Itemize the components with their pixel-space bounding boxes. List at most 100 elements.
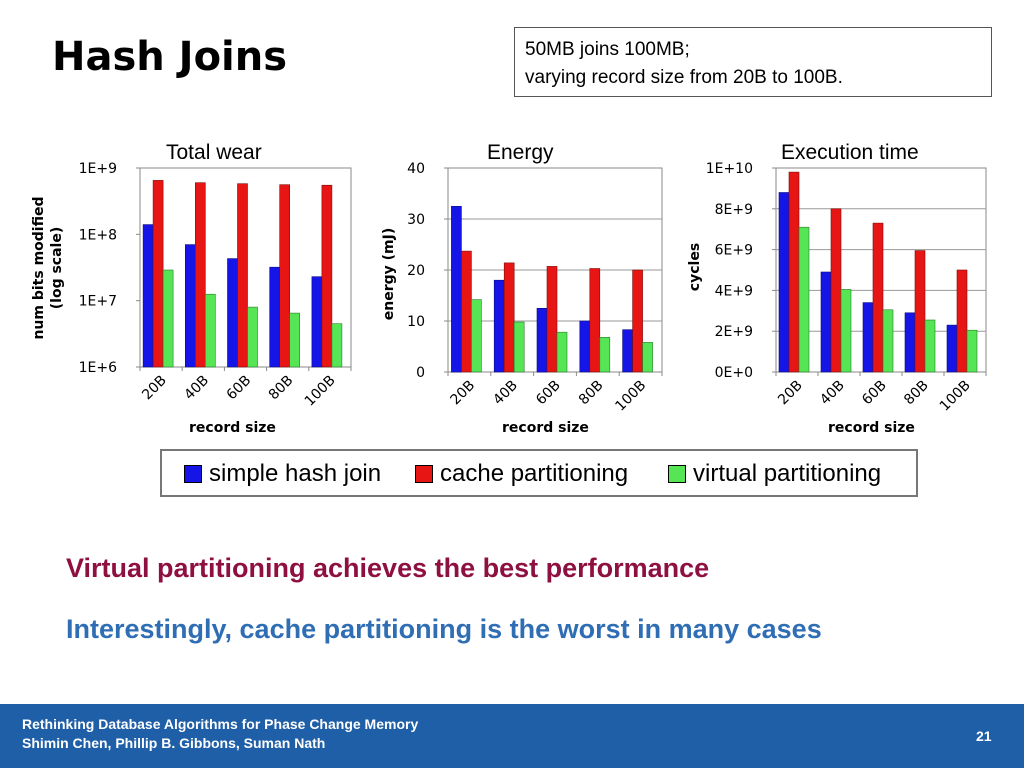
bar-energy-simple-hash-join-60B xyxy=(536,307,548,373)
bar-execution-time-cache-partitioning-100B xyxy=(956,269,968,373)
x-tick-label: 40B xyxy=(490,378,521,409)
y-tick-label: 1E+9 xyxy=(79,161,117,177)
bar-total-wear-simple-hash-join-20B xyxy=(142,224,154,368)
y-tick-label: 30 xyxy=(407,212,425,228)
x-tick-label: 80B xyxy=(266,373,297,404)
bar-total-wear-simple-hash-join-40B xyxy=(185,244,196,368)
page-number: 21 xyxy=(976,728,992,744)
x-tick-label: 100B xyxy=(302,373,339,410)
footer-bar: Rethinking Database Algorithms for Phase… xyxy=(0,704,1024,768)
bar-energy-virtual-partitioning-20B xyxy=(471,299,482,373)
x-tick-label: 40B xyxy=(817,378,848,409)
key-finding-message: Virtual partitioning achieves the best p… xyxy=(66,553,710,583)
x-tick-label: 100B xyxy=(937,378,974,415)
x-axis-label-total-wear: record size xyxy=(189,420,276,436)
legend-label-virtual-partitioning: virtual partitioning xyxy=(693,460,882,487)
bar-energy-simple-hash-join-80B xyxy=(579,320,591,373)
bar-execution-time-simple-hash-join-80B xyxy=(904,312,916,373)
bar-energy-cache-partitioning-20B xyxy=(461,250,472,373)
bar-execution-time-simple-hash-join-20B xyxy=(778,192,790,373)
y-tick-label: 10 xyxy=(407,314,425,330)
bar-energy-simple-hash-join-20B xyxy=(451,206,462,373)
x-tick-label: 80B xyxy=(901,378,932,409)
footer-authors: Shimin Chen, Phillip B. Gibbons, Suman N… xyxy=(22,735,326,751)
bar-execution-time-cache-partitioning-20B xyxy=(788,171,800,373)
x-tick-label: 20B xyxy=(139,373,170,404)
y-tick-label: 20 xyxy=(407,263,425,279)
bar-execution-time-virtual-partitioning-40B xyxy=(840,289,852,373)
x-tick-label: 60B xyxy=(224,373,255,404)
experiment-note: 50MB joins 100MB; varying record size fr… xyxy=(514,27,992,97)
bar-execution-time-virtual-partitioning-80B xyxy=(924,319,936,373)
y-tick-label: 8E+9 xyxy=(715,202,753,218)
bar-total-wear-cache-partitioning-80B xyxy=(279,184,291,368)
legend-label-cache-partitioning: cache partitioning xyxy=(440,460,629,487)
legend-swatch-cache-partitioning xyxy=(415,465,433,483)
x-tick-label: 40B xyxy=(181,373,212,404)
y-tick-label: 2E+9 xyxy=(715,324,753,340)
legend-label-simple-hash-join: simple hash join xyxy=(209,460,382,487)
x-tick-label: 20B xyxy=(448,378,479,409)
bar-total-wear-cache-partitioning-60B xyxy=(237,183,248,368)
secondary-finding-message: Interestingly, cache partitioning is the… xyxy=(66,614,822,644)
note-line-1: 50MB joins 100MB; xyxy=(525,39,690,60)
legend-item-cache-partitioning: cache partitioning xyxy=(415,459,628,489)
x-axis-label-execution-time: record size xyxy=(828,420,915,436)
x-tick-label: 60B xyxy=(859,378,890,409)
chart-title-total-wear: Total wear xyxy=(166,141,262,164)
x-tick-label: 60B xyxy=(533,378,564,409)
bar-total-wear-simple-hash-join-100B xyxy=(311,276,323,368)
bar-execution-time-cache-partitioning-40B xyxy=(830,208,842,373)
y-tick-label: 40 xyxy=(407,161,425,177)
bar-total-wear-virtual-partitioning-40B xyxy=(205,293,216,368)
bar-energy-cache-partitioning-60B xyxy=(546,266,558,373)
bar-total-wear-simple-hash-join-80B xyxy=(269,266,281,368)
x-tick-label: 100B xyxy=(612,378,649,415)
bar-energy-cache-partitioning-80B xyxy=(589,268,601,373)
bar-execution-time-simple-hash-join-60B xyxy=(862,302,874,373)
bar-total-wear-virtual-partitioning-60B xyxy=(247,306,258,368)
chart-execution-time: 0E+0 2E+9 4E+9 6E+9 8E+9 1E+10 20B 40B 60B 80B 100… xyxy=(706,161,987,415)
bar-total-wear-virtual-partitioning-100B xyxy=(331,323,343,368)
legend-item-virtual-partitioning: virtual partitioning xyxy=(668,459,881,489)
chart-title-energy: Energy xyxy=(487,141,554,164)
bar-energy-simple-hash-join-40B xyxy=(493,279,505,373)
bar-energy-cache-partitioning-100B xyxy=(632,269,643,373)
y-tick-label: 4E+9 xyxy=(715,283,753,299)
bar-execution-time-cache-partitioning-80B xyxy=(914,250,926,373)
x-tick-label: 80B xyxy=(576,378,607,409)
y-tick-label: 0 xyxy=(416,365,425,381)
bar-total-wear-cache-partitioning-40B xyxy=(195,182,206,368)
legend-swatch-simple-hash-join xyxy=(184,465,202,483)
bar-energy-virtual-partitioning-100B xyxy=(642,342,653,373)
chart-total-wear: 1E+6 1E+7 1E+8 1E+9 20B 40B 60B 80B 100B xyxy=(79,161,352,410)
bar-total-wear-virtual-partitioning-80B xyxy=(289,312,301,368)
y-tick-label: 1E+8 xyxy=(79,227,117,243)
bar-energy-virtual-partitioning-80B xyxy=(599,336,611,373)
y-tick-label: 1E+7 xyxy=(79,294,117,310)
bar-total-wear-cache-partitioning-100B xyxy=(321,184,333,368)
bar-total-wear-simple-hash-join-60B xyxy=(227,258,238,368)
bar-total-wear-virtual-partitioning-20B xyxy=(162,269,174,368)
y-tick-label: 6E+9 xyxy=(715,243,753,259)
y-tick-label: 1E+10 xyxy=(706,161,753,177)
bar-execution-time-cache-partitioning-60B xyxy=(872,222,884,373)
page-title: Hash Joins xyxy=(52,34,288,80)
bar-execution-time-virtual-partitioning-100B xyxy=(966,329,978,373)
bar-execution-time-virtual-partitioning-60B xyxy=(882,309,894,373)
legend-swatch-virtual-partitioning xyxy=(668,465,686,483)
y-tick-label: 0E+0 xyxy=(715,365,753,381)
bar-total-wear-cache-partitioning-20B xyxy=(152,180,164,368)
bar-execution-time-simple-hash-join-40B xyxy=(820,271,832,373)
chart-legend: simple hash join cache partitioning virt… xyxy=(160,449,918,497)
chart-energy: 0 10 20 30 40 20B 40B 60B 80B 100B xyxy=(407,161,663,415)
bar-execution-time-simple-hash-join-100B xyxy=(946,324,958,373)
footer-paper-title: Rethinking Database Algorithms for Phase… xyxy=(22,716,419,732)
x-tick-label: 20B xyxy=(775,378,806,409)
bar-energy-simple-hash-join-100B xyxy=(622,329,633,373)
bar-energy-virtual-partitioning-40B xyxy=(513,321,525,373)
bar-energy-virtual-partitioning-60B xyxy=(556,331,568,373)
x-axis-label-energy: record size xyxy=(502,420,589,436)
note-line-2: varying record size from 20B to 100B. xyxy=(525,67,843,88)
bar-energy-cache-partitioning-40B xyxy=(503,262,515,373)
